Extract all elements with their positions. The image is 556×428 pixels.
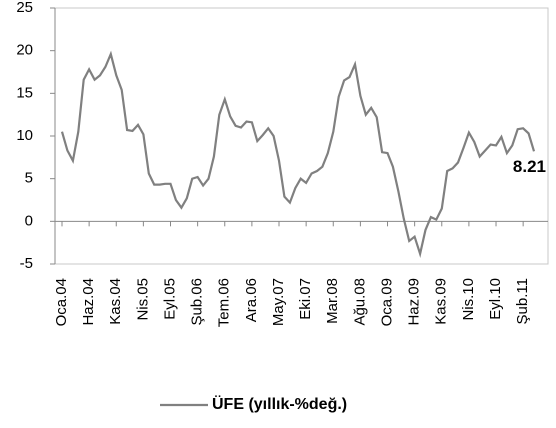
x-tick-label: Kas.04	[107, 278, 124, 325]
series-line	[60, 50, 536, 258]
x-tick-label: Şub.11	[514, 278, 531, 324]
x-tick-label: Eki.07	[297, 278, 314, 320]
x-tick-label: Haz.04	[80, 278, 97, 326]
x-tick-label: Mar.08	[324, 278, 341, 324]
x-tick-label: Eyl.05	[161, 278, 178, 320]
legend-label: ÜFE (yıllık-%değ.)	[212, 394, 347, 413]
x-tick-label: Ağu.08	[351, 278, 368, 326]
x-tick-label: Oca.04	[53, 278, 70, 326]
x-tick-label: Eyl.10	[487, 278, 504, 320]
x-tick-label: Oca.09	[378, 278, 395, 326]
x-tick-label: Şub.06	[189, 278, 206, 326]
x-tick-label: Tem.06	[216, 278, 233, 327]
x-tick-label: May.07	[270, 278, 287, 326]
x-tick-label: Haz.09	[406, 278, 423, 326]
x-tick-label: Kas.09	[433, 278, 450, 325]
x-tick-label: Nis.05	[134, 278, 151, 321]
y-tick-label: 15	[16, 84, 33, 101]
y-tick-label: -5	[20, 255, 33, 272]
x-tick-label: Ara.06	[243, 278, 260, 322]
x-tick-label: Nis.10	[460, 278, 477, 321]
y-tick-label: 10	[16, 127, 33, 144]
y-tick-label: 5	[25, 170, 33, 187]
y-tick-label: 0	[25, 212, 33, 229]
y-tick-label: 20	[16, 42, 33, 59]
data-label: 8.21	[513, 157, 546, 176]
y-tick-label: 25	[16, 0, 33, 16]
plot-frame	[54, 7, 549, 265]
